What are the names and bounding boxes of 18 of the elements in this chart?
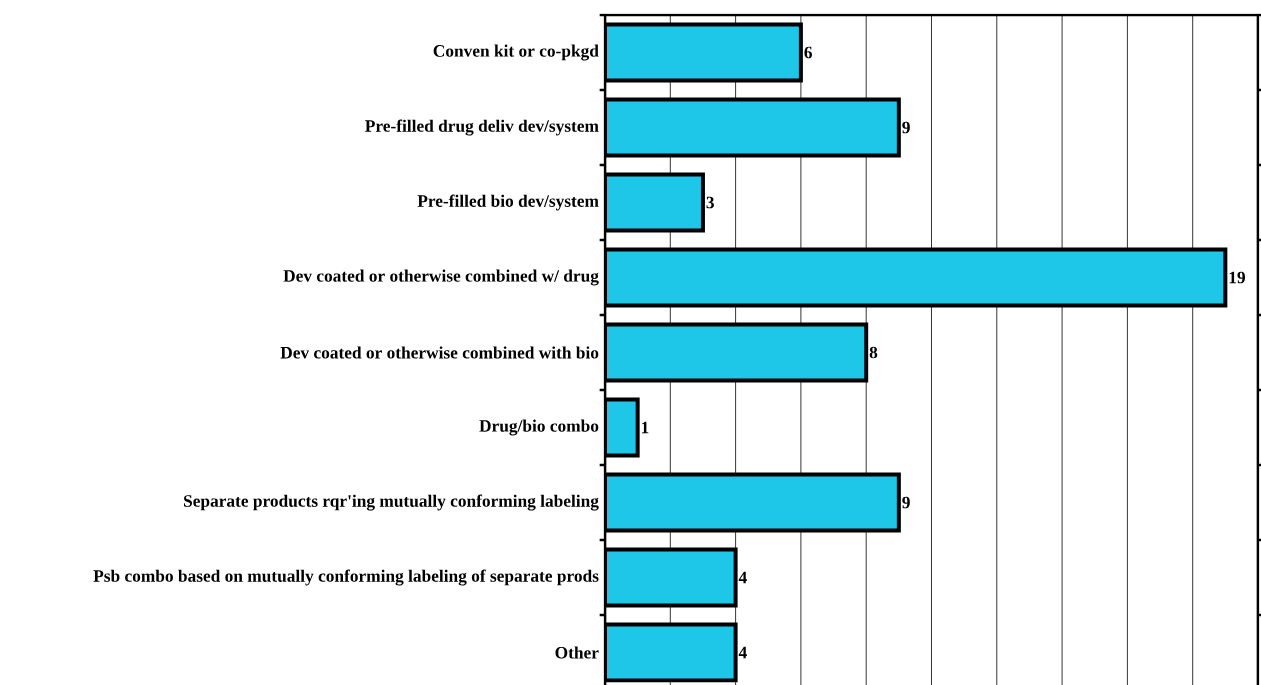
data-label: 3 bbox=[706, 196, 714, 209]
y-tick-label: Dev coated or otherwise combined w/ drug bbox=[283, 269, 599, 286]
data-label: 9 bbox=[902, 121, 910, 134]
y-tick-label: Pre-filled drug deliv dev/system bbox=[365, 119, 599, 136]
y-tick-label: Other bbox=[555, 646, 599, 659]
y-tick-label: Dev coated or otherwise combined with bio bbox=[280, 346, 599, 359]
data-label: 4 bbox=[738, 646, 747, 659]
y-tick-label: Psb combo based on mutually conforming labeling of separate prods bbox=[93, 569, 599, 586]
y-tick-label: Conven kit or co-pkgd bbox=[433, 44, 599, 61]
data-label: 8 bbox=[869, 346, 878, 359]
data-label: 9 bbox=[902, 496, 910, 509]
data-label: 19 bbox=[1229, 271, 1245, 284]
data-label: 6 bbox=[804, 46, 812, 59]
y-tick-label: Pre-filled bio dev/system bbox=[417, 194, 599, 211]
data-label: 1 bbox=[641, 421, 649, 434]
y-tick-label: Separate products rqr'ing mutually conforming labeling bbox=[184, 494, 599, 511]
y-tick-label: Drug/bio combo bbox=[479, 419, 599, 436]
data-label: 4 bbox=[738, 571, 747, 584]
